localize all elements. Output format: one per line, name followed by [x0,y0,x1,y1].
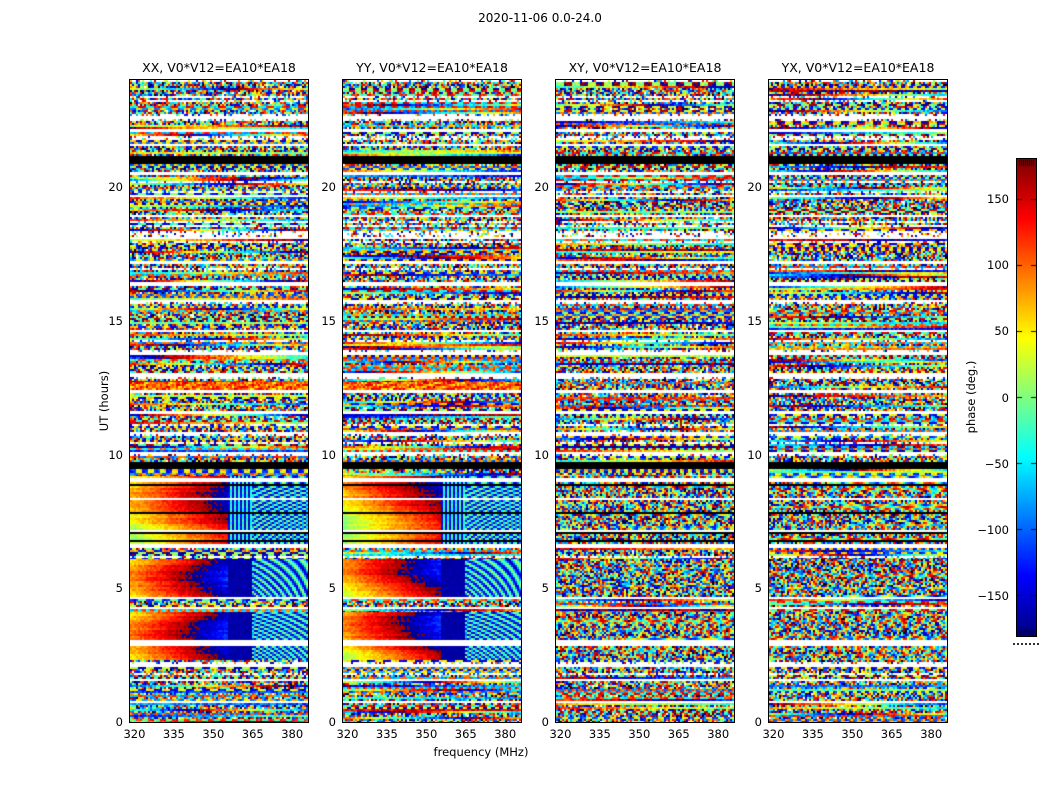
y-tick-label: 0 [754,715,762,729]
x-tick-label: 320 [549,727,572,741]
panel-title-XY: XY, V0*V12=EA10*EA18 [568,60,722,75]
y-tick-label: 10 [108,447,123,462]
x-tick-label: 365 [880,727,903,741]
y-tick-label: 20 [108,180,123,194]
x-tick-label: 380 [494,727,517,741]
y-tick-label: 10 [321,447,336,462]
x-tick-label: 380 [281,727,304,741]
colorbar-extension-dots [1013,643,1039,645]
y-axis-label: UT (hours) [97,370,111,432]
y-tick-label: 0 [541,715,549,729]
panel-frame-YY [342,79,522,723]
panel-title-XX: XX, V0*V12=EA10*EA18 [142,60,296,75]
colorbar-tick-label: 150 [987,191,1009,206]
colorbar-tick-label: −150 [977,589,1009,604]
x-tick-label: 350 [628,727,651,741]
x-tick-label: 335 [588,727,611,741]
y-tick-label: 10 [534,447,549,462]
colorbar-label: phase (deg.) [964,360,978,434]
y-tick-label: 5 [754,581,762,596]
x-tick-label: 335 [375,727,398,741]
y-tick-label: 15 [747,313,762,328]
y-tick-label: 5 [115,581,123,596]
y-tick-label: 20 [747,180,762,194]
colorbar-tick-label: −50 [984,456,1009,471]
panel-heatmap-canvas-YX [769,80,947,722]
x-tick-label: 365 [241,727,264,741]
x-tick-label: 320 [762,727,785,741]
panel-title-YY: YY, V0*V12=EA10*EA18 [356,60,508,75]
panel-title-YX: YX, V0*V12=EA10*EA18 [781,60,935,75]
colorbar [1016,158,1037,637]
y-tick-label: 5 [328,581,336,596]
x-tick-label: 350 [841,727,864,741]
panel-frame-XY [555,79,735,723]
x-tick-label: 335 [801,727,824,741]
y-tick-label: 20 [534,180,549,194]
y-tick-label: 20 [321,180,336,194]
panel-heatmap-canvas-XY [556,80,734,722]
panel-frame-XX [129,79,309,723]
x-tick-label: 350 [415,727,438,741]
panel-heatmap-canvas-YY [343,80,521,722]
y-tick-label: 0 [328,715,336,729]
colorbar-gradient-canvas [1017,159,1036,636]
x-tick-label: 320 [336,727,359,741]
colorbar-tick-label: 0 [1001,390,1009,405]
x-tick-label: 365 [667,727,690,741]
x-axis-label: frequency (MHz) [433,745,529,759]
x-tick-label: 320 [123,727,146,741]
colorbar-tick-label: 50 [994,324,1009,339]
panel-frame-YX [768,79,948,723]
x-tick-label: 380 [707,727,730,741]
y-tick-label: 15 [321,313,336,328]
figure-title: 2020-11-06 0.0-24.0 [478,11,602,25]
x-tick-label: 365 [454,727,477,741]
x-tick-label: 335 [162,727,185,741]
colorbar-tick-label: 100 [987,258,1009,272]
panel-heatmap-canvas-XX [130,80,308,722]
x-tick-label: 350 [202,727,225,741]
y-tick-label: 10 [747,447,762,462]
colorbar-tick-label: −100 [977,523,1009,537]
y-tick-label: 0 [115,715,123,729]
x-tick-label: 380 [920,727,943,741]
y-tick-label: 15 [534,313,549,328]
y-tick-label: 5 [541,581,549,596]
y-tick-label: 15 [108,313,123,328]
